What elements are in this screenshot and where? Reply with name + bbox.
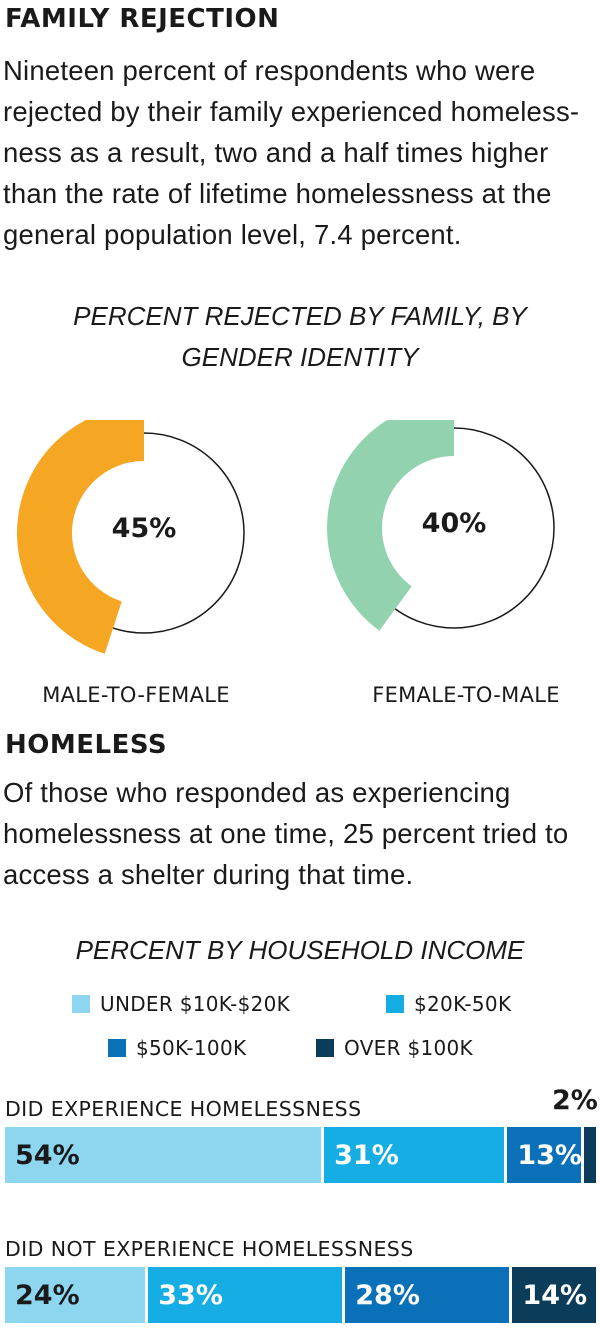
paragraph-line: ness as a result, two and a half times h…	[3, 137, 549, 168]
paragraph-line: general population level, 7.4 percent.	[3, 219, 462, 250]
bar-segment: 24%	[5, 1267, 149, 1323]
bar-row-label: DID NOT EXPERIENCE HOMELESSNESS	[5, 1237, 414, 1261]
legend-label: UNDER $10K-$20K	[100, 992, 291, 1016]
donut-charts	[17, 420, 555, 654]
donut-title-line: GENDER IDENTITY	[181, 342, 419, 372]
donut-segment	[327, 420, 454, 631]
paragraph-line: rejected by their family experienced hom…	[3, 96, 580, 127]
donut-chart-title: PERCENT REJECTED BY FAMILY, BY GENDER ID…	[0, 296, 600, 378]
bar-value-label: 13%	[517, 1139, 582, 1171]
legend-swatch	[316, 1039, 334, 1057]
bar-segment: 54%	[5, 1127, 325, 1183]
legend-item: $20K-50K	[386, 992, 511, 1016]
family-rejection-paragraph: Nineteen percent of respondents who were…	[3, 50, 599, 255]
bar-value-label: 14%	[522, 1279, 588, 1311]
legend-label: $50K-100K	[136, 1036, 247, 1060]
donut-category-label: FEMALE-TO-MALE	[372, 683, 560, 707]
bar-segment: 33%	[148, 1267, 346, 1323]
paragraph-line: homelessness at one time, 25 percent tri…	[3, 818, 569, 849]
donut-title-line: PERCENT REJECTED BY FAMILY, BY	[73, 301, 527, 331]
legend-item: UNDER $10K-$20K	[72, 992, 290, 1016]
bar-segment: 13%	[507, 1127, 585, 1183]
family-rejection-heading: FAMILY REJECTION	[5, 4, 280, 34]
homeless-heading: HOMELESS	[5, 730, 168, 760]
bar-value-label: 31%	[334, 1139, 399, 1171]
paragraph-line: than the rate of lifetime homelessness a…	[3, 178, 552, 209]
stacked-bar-not-experienced: 24% 33% 28% 14%	[5, 1267, 596, 1323]
income-chart-title: PERCENT BY HOUSEHOLD INCOME	[75, 935, 525, 965]
donut-male-to-female	[17, 420, 245, 654]
paragraph-line: Of those who responded as experiencing	[3, 777, 511, 808]
legend-swatch	[386, 995, 404, 1013]
stacked-bar-experienced: 54% 31% 13%	[5, 1127, 596, 1183]
bar-segment: 31%	[324, 1127, 508, 1183]
donut-segment	[17, 420, 144, 654]
legend-item: OVER $100K	[316, 1036, 473, 1060]
bar-segment	[584, 1127, 596, 1183]
bar-outside-value-label: 2%	[552, 1085, 598, 1116]
donut-female-to-male	[327, 420, 555, 631]
paragraph-line: Nineteen percent of respondents who were	[3, 55, 536, 86]
donut-value-label: 45%	[111, 513, 177, 544]
bar-value-label: 54%	[15, 1139, 80, 1171]
legend-label: OVER $100K	[344, 1036, 473, 1060]
legend-item: $50K-100K	[108, 1036, 246, 1060]
bar-segment: 28%	[345, 1267, 513, 1323]
bar-value-label: 28%	[355, 1279, 420, 1311]
homeless-paragraph: Of those who responded as experiencing h…	[3, 772, 599, 895]
legend-swatch	[108, 1039, 126, 1057]
bar-value-label: 33%	[158, 1279, 223, 1311]
donut-value-label: 40%	[421, 508, 487, 539]
paragraph-line: access a shelter during that time.	[3, 859, 414, 890]
legend-label: $20K-50K	[414, 992, 512, 1016]
legend-swatch	[72, 995, 90, 1013]
bar-segment: 14%	[512, 1267, 596, 1323]
bar-row-label: DID EXPERIENCE HOMELESSNESS	[5, 1097, 362, 1121]
donut-category-label: MALE-TO-FEMALE	[42, 683, 230, 707]
bar-value-label: 24%	[15, 1279, 80, 1311]
chart-legend: UNDER $10K-$20K $20K-50K $50K-100K OVER …	[0, 988, 600, 1068]
